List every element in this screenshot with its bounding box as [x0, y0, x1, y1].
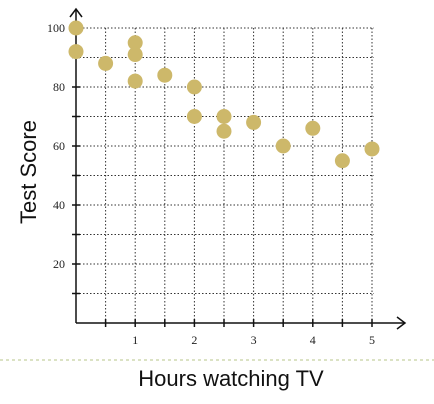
- data-point: [246, 114, 262, 130]
- tick-labels: 1 2 3 4 5 20 40 60 80 100: [47, 21, 375, 347]
- x-tick-label: 2: [191, 333, 197, 347]
- x-tick-label: 3: [251, 333, 257, 347]
- data-point: [334, 153, 350, 169]
- data-point: [364, 141, 380, 157]
- data-points: [68, 20, 380, 169]
- data-point: [186, 79, 202, 95]
- data-point: [68, 44, 84, 60]
- data-point: [127, 73, 143, 89]
- data-point: [68, 20, 84, 36]
- x-axis-title: Hours watching TV: [138, 366, 324, 391]
- data-point: [157, 67, 173, 83]
- data-point: [275, 138, 291, 154]
- data-point: [216, 109, 232, 124]
- y-tick-label: 80: [53, 80, 65, 94]
- x-axis-arrow: [396, 316, 407, 330]
- y-tick-label: 40: [53, 198, 65, 212]
- data-point: [98, 55, 114, 71]
- data-point: [186, 109, 202, 124]
- y-axis-title: Test Score: [16, 120, 41, 224]
- x-tick-label: 5: [369, 333, 375, 347]
- y-tick-label: 60: [53, 139, 65, 153]
- x-tick-label: 4: [310, 333, 316, 347]
- data-point: [127, 35, 143, 51]
- data-point: [216, 123, 232, 139]
- data-point: [305, 120, 321, 136]
- grid-lines: [76, 27, 374, 323]
- y-tick-label: 20: [53, 257, 65, 271]
- y-axis-arrow: [69, 7, 83, 18]
- y-tick-label: 100: [47, 21, 65, 35]
- axes: [69, 7, 407, 330]
- data-point: [127, 47, 143, 63]
- x-tick-label: 1: [132, 333, 138, 347]
